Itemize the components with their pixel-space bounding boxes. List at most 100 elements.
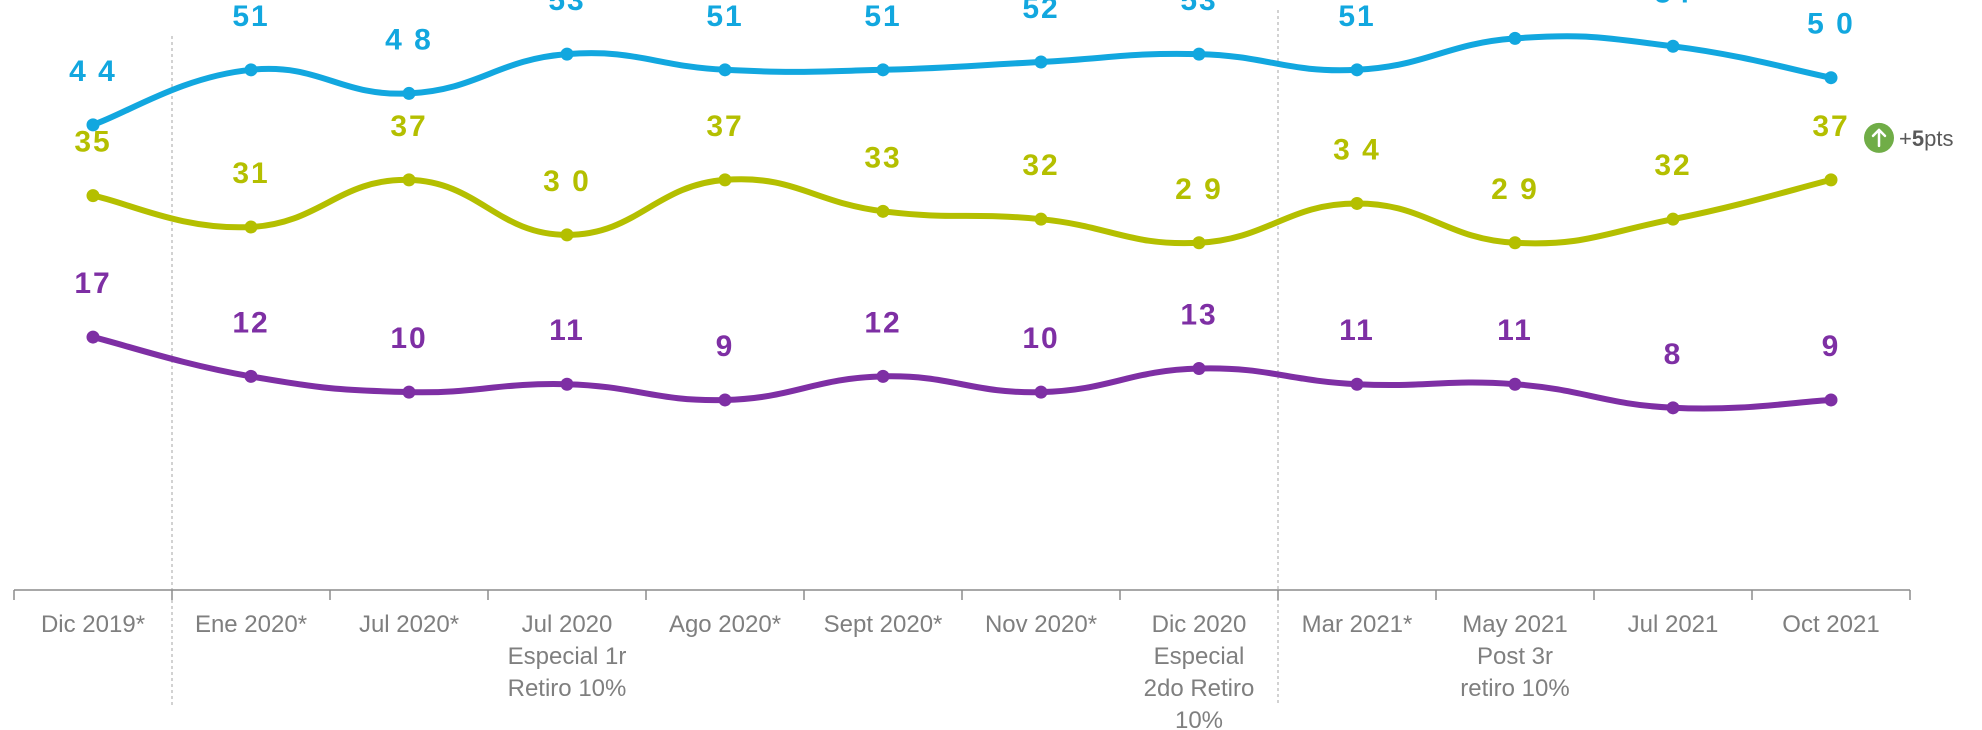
data-label-2-9: 11 [1497,314,1533,347]
data-point-1-7 [1192,236,1206,250]
data-label-1-10: 32 [1654,149,1691,182]
category-label-9: May 2021 Post 3r retiro 10% [1460,611,1569,702]
data-point-2-7 [1192,362,1206,376]
data-point-2-8 [1350,377,1364,391]
data-label-0-2: 4 8 [385,23,433,56]
data-point-2-1 [244,369,258,383]
data-point-1-3 [560,228,574,242]
category-label-2: Jul 2020* [359,611,459,638]
data-label-1-0: 35 [74,126,111,159]
data-point-2-0 [86,330,100,344]
data-point-0-1 [244,63,258,77]
data-point-2-3 [560,377,574,391]
data-label-0-8: 51 [1338,0,1375,33]
category-label-line: Ene 2020* [195,611,307,638]
data-label-1-6: 32 [1022,149,1059,182]
category-label-line: 10% [1175,707,1223,730]
data-point-0-11 [1824,71,1838,85]
data-label-0-0: 4 4 [69,55,117,88]
data-point-2-6 [1034,385,1048,399]
data-label-2-10: 8 [1664,338,1683,371]
arrow-up-glyph [1871,128,1887,148]
data-label-1-5: 33 [864,141,901,174]
data-label-1-8: 3 4 [1333,133,1381,166]
category-label-4: Ago 2020* [669,611,781,638]
data-label-2-3: 11 [549,314,585,347]
data-point-1-6 [1034,212,1048,226]
category-label-line: Mar 2021* [1302,611,1413,638]
category-label-line: Especial 1r [508,643,627,670]
data-point-1-4 [718,173,732,187]
data-point-0-7 [1192,47,1206,61]
data-point-0-5 [876,63,890,77]
data-point-2-9 [1508,377,1522,391]
data-label-2-7: 13 [1180,299,1217,332]
category-label-10: Jul 2021 [1628,611,1719,638]
data-point-1-0 [86,189,100,203]
series-lines [90,33,1834,412]
data-label-1-3: 3 0 [543,165,591,198]
data-point-1-2 [402,173,416,187]
data-point-0-9 [1508,31,1522,45]
data-point-1-9 [1508,236,1522,250]
data-point-0-4 [718,63,732,77]
data-label-0-9: 55 [1496,0,1533,1]
category-label-line: Ago 2020* [669,611,781,638]
data-point-2-2 [402,385,416,399]
change-annotation: +5pts [1864,122,1953,153]
data-label-0-11: 5 0 [1807,8,1855,41]
data-label-2-4: 9 [716,330,735,363]
value-labels: 4 4 51 4 8 53 51 51 52 53 51 55 54 5 0 35 31 37 3 0 37 33… [69,0,1855,371]
category-label-6: Nov 2020* [985,611,1097,638]
data-label-2-0: 17 [74,267,111,300]
category-label-0: Dic 2019* [41,611,145,638]
category-label-11: Oct 2021 [1782,611,1879,638]
data-label-1-11: 37 [1812,110,1849,143]
data-label-2-5: 12 [864,306,901,339]
category-label-line: Sept 2020* [824,611,943,638]
category-label-7: Dic 2020 Especial 2do Retiro 10% [1144,611,1255,730]
data-label-0-4: 51 [706,0,743,33]
category-labels: Dic 2019* Ene 2020* Jul 2020* Jul 2020 Espec… [41,611,1880,730]
data-point-1-1 [244,220,258,234]
data-label-0-5: 51 [864,0,901,33]
data-point-1-5 [876,204,890,218]
change-annotation-text: +5pts [1899,126,1953,151]
data-label-2-1: 12 [232,306,269,339]
series-line-2 [90,334,1834,412]
data-point-2-4 [718,393,732,407]
data-point-0-2 [402,86,416,100]
data-label-2-6: 10 [1022,322,1059,355]
data-point-0-8 [1350,63,1364,77]
data-point-2-5 [876,369,890,383]
x-axis [13,589,1911,600]
data-label-1-4: 37 [706,110,743,143]
category-label-line: May 2021 [1462,611,1567,638]
data-label-2-11: 9 [1822,330,1841,363]
data-label-0-3: 53 [548,0,585,17]
series-points [86,31,1838,415]
change-suffix: pts [1924,126,1953,151]
data-label-1-7: 2 9 [1175,173,1223,206]
category-label-line: retiro 10% [1460,675,1569,702]
data-label-1-1: 31 [232,157,269,190]
category-label-line: Oct 2021 [1782,611,1879,638]
data-point-2-11 [1824,393,1838,407]
data-point-1-11 [1824,173,1838,187]
data-point-2-10 [1666,401,1680,415]
data-point-0-0 [86,118,100,132]
data-point-1-10 [1666,212,1680,226]
category-label-3: Jul 2020 Especial 1r Retiro 10% [508,611,627,702]
category-label-line: Nov 2020* [985,611,1097,638]
category-label-line: Especial [1154,643,1245,670]
category-label-line: Jul 2021 [1628,611,1719,638]
category-label-line: Post 3r [1477,643,1553,670]
change-prefix: + [1899,126,1912,151]
data-label-1-2: 37 [390,110,427,143]
category-label-line: Dic 2019* [41,611,145,638]
data-label-2-2: 10 [390,322,427,355]
category-label-line: Jul 2020 [522,611,613,638]
data-label-0-7: 53 [1180,0,1217,17]
change-value: 5 [1912,126,1924,151]
